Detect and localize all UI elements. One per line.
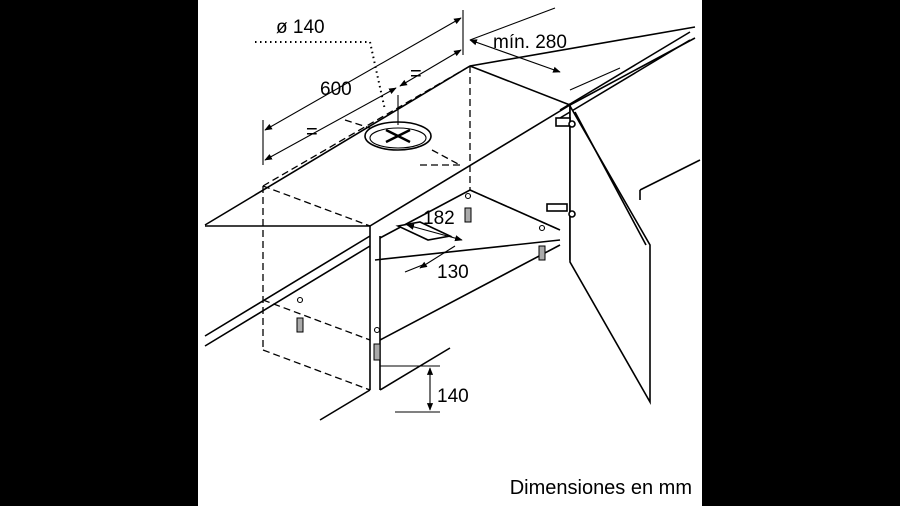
offset-182-label: 182 — [423, 208, 455, 229]
height-140-dimension — [380, 365, 440, 413]
mounting-pin-icons — [296, 192, 546, 361]
hinge-icons — [546, 117, 576, 218]
installation-diagram-panel: ø 140 600 mín. 280 = = 182 130 140 Dimen… — [198, 0, 702, 506]
depth-dimension — [469, 7, 621, 91]
units-caption: Dimensiones en mm — [509, 477, 692, 499]
extraction-hole — [344, 119, 461, 166]
offset-130-dimension — [404, 245, 456, 273]
installation-drawing: ø 140 600 mín. 280 = = 182 130 140 — [204, 7, 701, 421]
height-140-label: 140 — [437, 386, 469, 407]
width-dimension — [262, 10, 464, 165]
width-label: 600 — [320, 79, 352, 100]
door-panel — [569, 103, 651, 406]
equal-left-label: = — [306, 121, 318, 143]
diameter-label: ø 140 — [276, 17, 325, 38]
equal-right-label: = — [410, 63, 422, 85]
offset-182-dimension — [406, 223, 463, 242]
min-depth-label: mín. 280 — [493, 32, 567, 53]
offset-130-label: 130 — [437, 262, 469, 283]
